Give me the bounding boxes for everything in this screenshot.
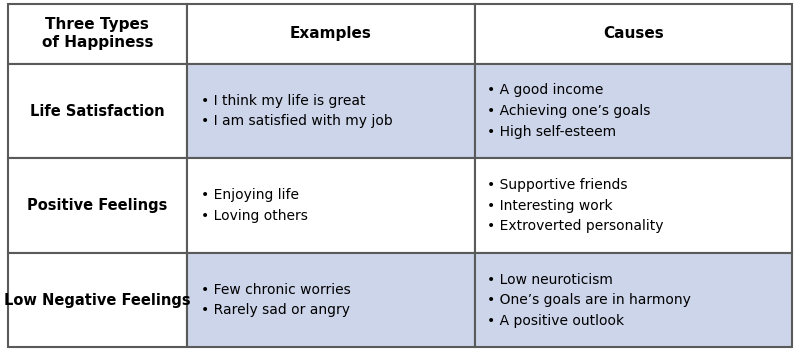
Bar [186, 253, 475, 347]
Text: Low Negative Feelings: Low Negative Feelings [4, 293, 190, 308]
Bar [475, 64, 792, 158]
Text: Positive Feelings: Positive Feelings [27, 198, 167, 213]
Bar [8, 4, 186, 64]
Text: • Low neuroticism
• One’s goals are in harmony
• A positive outlook: • Low neuroticism • One’s goals are in h… [487, 273, 691, 328]
Bar [475, 158, 792, 253]
Text: • Enjoying life
• Loving others: • Enjoying life • Loving others [201, 188, 308, 223]
Bar [475, 253, 792, 347]
Bar [475, 4, 792, 64]
Text: • I think my life is great
• I am satisfied with my job: • I think my life is great • I am satisf… [201, 94, 393, 128]
Text: • Supportive friends
• Interesting work
• Extroverted personality: • Supportive friends • Interesting work … [487, 178, 663, 233]
Bar [8, 64, 186, 158]
Text: Examples: Examples [290, 26, 372, 41]
Bar [186, 4, 475, 64]
Bar [8, 158, 186, 253]
Text: Life Satisfaction: Life Satisfaction [30, 104, 165, 119]
Bar [186, 64, 475, 158]
Bar [186, 158, 475, 253]
Text: Causes: Causes [603, 26, 664, 41]
Bar [8, 253, 186, 347]
Text: Three Types
of Happiness: Three Types of Happiness [42, 18, 153, 50]
Text: • A good income
• Achieving one’s goals
• High self-esteem: • A good income • Achieving one’s goals … [487, 84, 650, 139]
Text: • Few chronic worries
• Rarely sad or angry: • Few chronic worries • Rarely sad or an… [201, 283, 350, 318]
